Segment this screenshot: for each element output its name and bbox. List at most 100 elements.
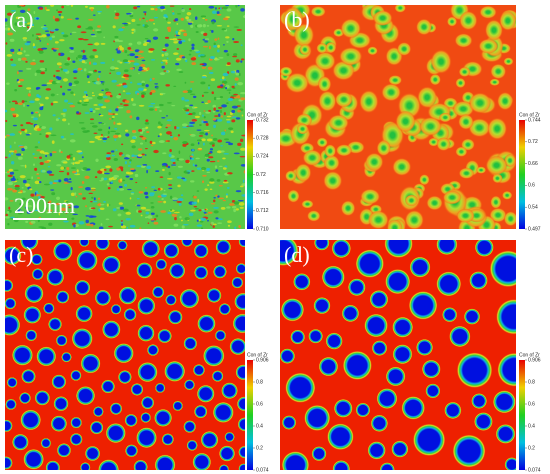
colorbar-tick-label: 0.2 — [256, 445, 263, 451]
precipitate — [101, 379, 115, 394]
speckle — [106, 203, 109, 207]
speckle — [159, 110, 162, 112]
speckle — [176, 39, 179, 42]
speckle — [189, 155, 194, 158]
speckle — [125, 171, 130, 175]
speckle — [226, 206, 231, 209]
speckle — [184, 99, 190, 102]
speckle — [110, 181, 113, 184]
speckle — [235, 117, 241, 120]
precipitate — [236, 396, 245, 412]
speckle — [35, 87, 39, 90]
speckle — [213, 42, 216, 46]
precipitate — [19, 240, 39, 251]
speckle — [82, 38, 89, 41]
panel-label: (c) — [9, 242, 33, 267]
precipitate — [235, 263, 245, 275]
speckle — [28, 25, 35, 28]
precipitate — [5, 419, 13, 433]
speckle — [176, 200, 183, 203]
blob — [419, 174, 430, 186]
speckle — [222, 44, 225, 46]
speckle — [217, 37, 220, 40]
speckle — [237, 142, 242, 147]
speckle — [175, 57, 182, 61]
speckle — [87, 26, 93, 30]
speckle — [209, 160, 216, 163]
speckle — [227, 97, 234, 102]
blob — [325, 41, 337, 54]
blob — [499, 10, 516, 31]
precipitate — [69, 433, 83, 446]
speckle — [89, 55, 95, 59]
speckle — [103, 177, 108, 181]
speckle — [217, 195, 220, 198]
speckle — [44, 207, 47, 210]
speckle — [207, 184, 210, 187]
speckle — [92, 80, 96, 83]
speckle — [131, 145, 136, 149]
speckle — [69, 46, 74, 49]
speckle — [52, 114, 56, 117]
speckle — [116, 188, 120, 191]
speckle — [67, 89, 72, 91]
precipitate — [179, 288, 200, 309]
speckle — [202, 17, 205, 20]
speckle — [104, 88, 109, 91]
colorbar-tick-label: 0.54 — [528, 205, 538, 211]
speckle — [77, 37, 84, 41]
speckle — [154, 106, 160, 108]
speckle — [162, 193, 168, 195]
speckle — [161, 65, 165, 69]
scale-bar-label: 200nm — [14, 193, 75, 218]
speckle — [58, 149, 62, 153]
speckle — [13, 169, 19, 171]
speckle — [229, 203, 235, 206]
speckle — [180, 194, 184, 197]
precipitate — [281, 451, 310, 470]
speckle — [222, 17, 229, 21]
speckle — [119, 103, 123, 105]
speckle — [134, 173, 139, 178]
speckle — [231, 109, 236, 114]
speckle — [23, 100, 28, 103]
speckle — [26, 203, 30, 205]
speckle — [142, 42, 148, 47]
speckle — [50, 5, 55, 7]
speckle — [79, 100, 82, 103]
precipitate — [155, 382, 166, 394]
blob — [419, 116, 442, 136]
colorbar — [519, 360, 525, 470]
speckle — [129, 53, 135, 57]
speckle — [201, 94, 204, 98]
speckle — [199, 220, 204, 223]
speckle — [181, 177, 186, 180]
blob — [340, 200, 356, 217]
speckle — [142, 163, 148, 166]
speckle — [202, 174, 207, 177]
colorbar-tick-label: 0.906 — [528, 357, 541, 363]
speckle — [12, 189, 18, 193]
speckle — [205, 111, 211, 114]
precipitate — [474, 412, 493, 431]
precipitate — [136, 427, 157, 449]
speckle — [118, 185, 123, 189]
blob — [388, 75, 403, 86]
speckle — [97, 25, 101, 28]
precipitate — [53, 241, 73, 262]
speckle — [185, 104, 190, 107]
speckle — [118, 152, 123, 156]
speckle — [148, 105, 154, 107]
speckle — [18, 131, 22, 133]
speckle — [166, 124, 171, 127]
speckle — [109, 69, 116, 71]
precipitate — [391, 440, 409, 458]
speckle — [209, 181, 215, 184]
speckle — [182, 126, 188, 128]
speckle — [44, 160, 50, 164]
speckle — [193, 49, 199, 52]
speckle — [100, 222, 103, 226]
speckle — [18, 102, 23, 106]
speckle — [223, 153, 229, 155]
speckle — [132, 136, 137, 140]
